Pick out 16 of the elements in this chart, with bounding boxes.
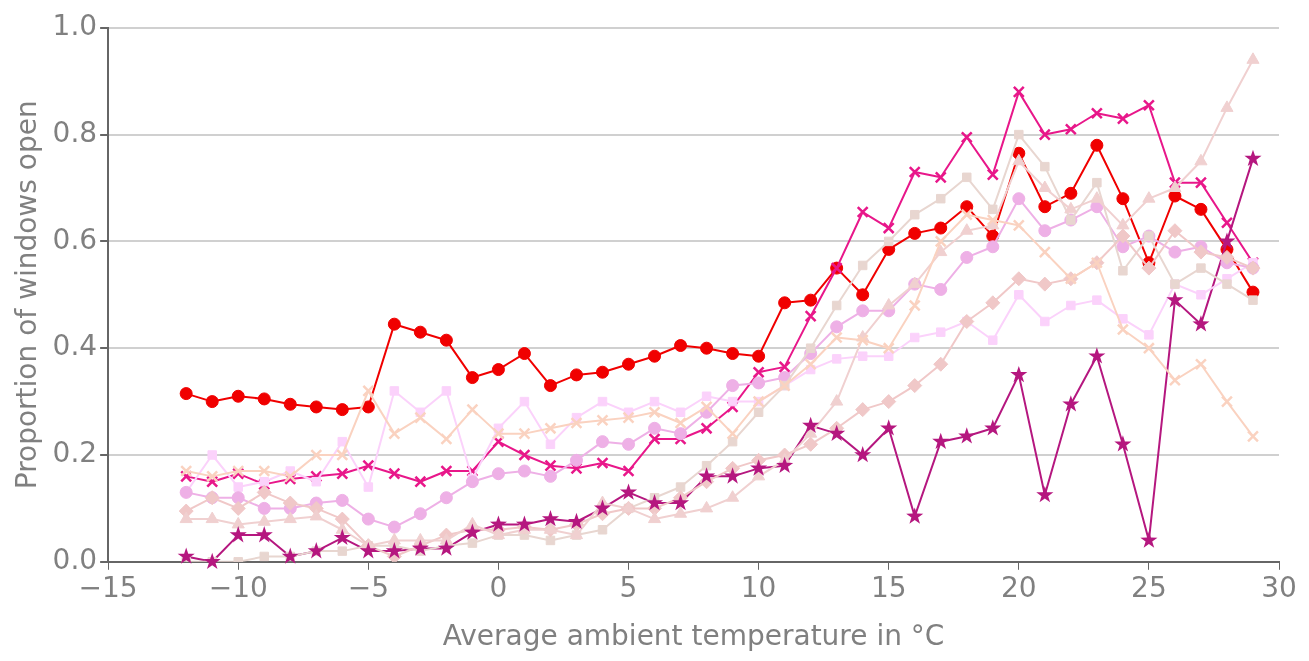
y-tick-label: 0.8 bbox=[52, 115, 98, 149]
x-axis-title: Average ambient temperature in °C bbox=[442, 619, 945, 652]
x-tick-label: 5 bbox=[619, 570, 638, 604]
y-axis-title: Proportion of windows open bbox=[10, 100, 44, 490]
x-tick-label: 15 bbox=[870, 570, 907, 604]
y-tick-label: 0.6 bbox=[52, 222, 98, 256]
x-tick-label: 0 bbox=[489, 570, 508, 604]
x-tick-label: 25 bbox=[1131, 570, 1167, 604]
y-tick-label: 1.0 bbox=[52, 9, 98, 43]
y-tick-label: 0.2 bbox=[52, 436, 98, 470]
y-tick-label: 0.4 bbox=[52, 329, 98, 363]
x-tick-label: 30 bbox=[1261, 570, 1297, 604]
x-tick-label: 20 bbox=[1000, 570, 1037, 604]
x-tick-label: −5 bbox=[347, 570, 389, 604]
x-tick-label: −10 bbox=[208, 570, 268, 604]
x-tick-label: 10 bbox=[740, 570, 777, 604]
